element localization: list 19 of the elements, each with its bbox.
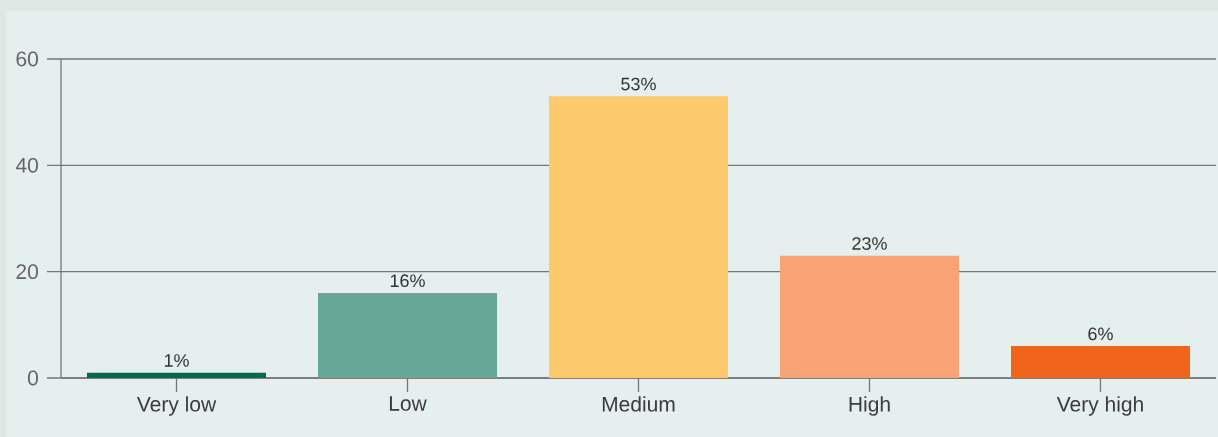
data-label: 23% [852, 237, 887, 250]
data-label: 53% [621, 77, 656, 91]
y-tick-label: 0 [27, 370, 38, 386]
bar [548, 96, 728, 378]
data-label: 16% [390, 274, 425, 288]
y-tick-label: 60 [16, 51, 38, 67]
x-tick-label: Very low [136, 396, 217, 416]
x-tick-label: Low [389, 396, 427, 411]
y-tick-label: 20 [16, 264, 38, 280]
x-tick-label: Very high [1056, 396, 1143, 416]
bar [1010, 346, 1190, 378]
bar [779, 255, 959, 378]
bar [87, 372, 267, 378]
x-tick-label: High [849, 396, 890, 416]
data-label: 1% [164, 354, 189, 367]
bar [317, 292, 498, 378]
x-tick-label: Medium [602, 396, 675, 412]
data-label: 6% [1088, 327, 1113, 341]
y-tick-label: 40 [15, 157, 38, 173]
